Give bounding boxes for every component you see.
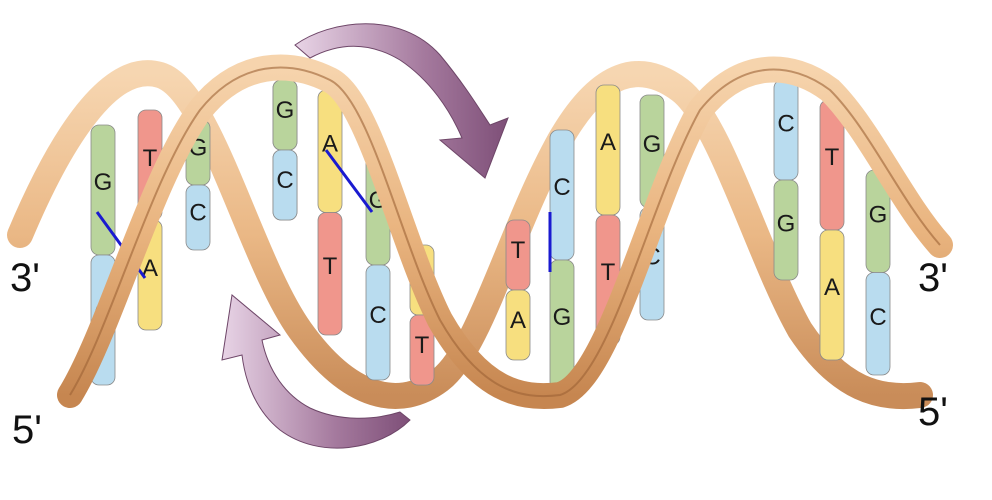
strand-end-label-right-bottom: 5' bbox=[918, 390, 948, 434]
base-bottom bbox=[272, 149, 298, 221]
base-letter-bottom: T bbox=[601, 259, 616, 286]
base-pair: TA bbox=[505, 219, 531, 361]
base-bottom bbox=[409, 314, 435, 386]
base-pair: CG bbox=[549, 129, 575, 391]
bond-line bbox=[324, 149, 374, 213]
base-pair: AT bbox=[595, 84, 621, 346]
base-letter-top: G bbox=[94, 169, 113, 196]
base-letter-top: T bbox=[143, 145, 158, 172]
base-pair: AT bbox=[317, 89, 343, 336]
base-letter-bottom: A bbox=[824, 274, 840, 301]
rotation-arrow-bottom-icon bbox=[221, 294, 411, 449]
base-letter-top: T bbox=[511, 237, 526, 264]
backbone-strand-back bbox=[7, 60, 933, 410]
base-letter-bottom: T bbox=[323, 253, 338, 280]
base-letter-bottom: C bbox=[189, 200, 206, 227]
base-pair: TA bbox=[819, 99, 845, 361]
base-letter-top: T bbox=[825, 144, 840, 171]
base-bottom bbox=[317, 212, 343, 336]
base-letter-bottom: C bbox=[869, 304, 886, 331]
base-letter-top: G bbox=[643, 131, 662, 158]
backbone-strand-front-edge bbox=[69, 66, 941, 398]
base-bottom bbox=[865, 272, 891, 376]
base-letter-bottom: C bbox=[369, 302, 386, 329]
base-bottom bbox=[773, 179, 799, 281]
base-letter-top: C bbox=[553, 174, 570, 201]
base-letter-top: A bbox=[600, 129, 616, 156]
base-letter-bottom: C bbox=[276, 167, 293, 194]
base-letter-top: G bbox=[276, 97, 295, 124]
base-bottom bbox=[819, 229, 845, 361]
base-pairs-layer: TAGCGCCGGCATGCATTACGATGCCGTAGC bbox=[90, 79, 891, 391]
base-letter-bottom: G bbox=[553, 304, 572, 331]
base-letter-bottom: A bbox=[510, 307, 526, 334]
strand-end-label-left-top: 3' bbox=[10, 256, 40, 300]
strand-end-label-left-bottom: 5' bbox=[12, 408, 42, 452]
rotation-arrow-top-icon bbox=[294, 23, 509, 179]
base-letter-bottom: G bbox=[777, 210, 796, 237]
base-pair: GC bbox=[272, 79, 298, 221]
base-bottom bbox=[185, 184, 211, 251]
base-letter-top: G bbox=[869, 201, 888, 228]
base-bottom bbox=[365, 264, 391, 381]
base-letter-bottom: A bbox=[142, 255, 158, 282]
base-bottom bbox=[505, 289, 531, 361]
base-letter-top: C bbox=[777, 110, 794, 137]
base-letter-bottom: T bbox=[415, 332, 430, 359]
strand-end-label-right-top: 3' bbox=[918, 256, 948, 300]
base-pair: GC bbox=[865, 169, 891, 376]
base-pair: CG bbox=[773, 79, 799, 281]
